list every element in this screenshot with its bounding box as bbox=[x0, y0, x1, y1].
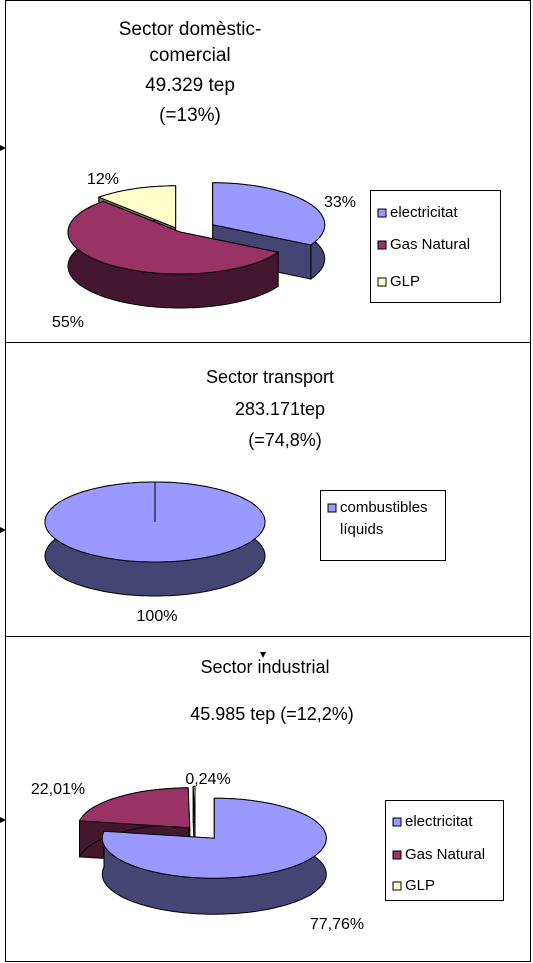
data-label: 12% bbox=[87, 171, 119, 188]
legend-box bbox=[320, 490, 446, 561]
legend-box bbox=[385, 800, 504, 901]
legend-swatch bbox=[377, 240, 387, 250]
legend-entry: Gas Natural bbox=[390, 236, 471, 253]
data-label: 100% bbox=[137, 608, 178, 625]
chart-title: Sector domèstic- bbox=[119, 19, 262, 40]
legend-label: combustibles líquids bbox=[340, 499, 428, 538]
legend-entry: GLP bbox=[390, 273, 421, 290]
legend-swatch bbox=[392, 881, 402, 891]
chart-title: (=74,8%) bbox=[248, 430, 322, 450]
legend-swatch bbox=[392, 817, 402, 827]
pie-slice bbox=[101, 797, 327, 879]
chart-title: Sector industrial bbox=[200, 657, 329, 677]
data-label: 0,24% bbox=[185, 771, 230, 788]
chart-title: comercial bbox=[149, 45, 230, 66]
arrow bbox=[260, 652, 266, 658]
arrow bbox=[0, 817, 6, 823]
data-label: 77,76% bbox=[310, 916, 364, 933]
legend-entry: Gas Natural bbox=[405, 846, 486, 863]
chart-title: (=13%) bbox=[159, 105, 221, 126]
legend-label: electricitat bbox=[390, 204, 458, 221]
legend-swatch bbox=[327, 503, 337, 513]
data-label: 22,01% bbox=[31, 781, 85, 798]
pie-slice bbox=[97, 185, 177, 229]
panel bbox=[5, 636, 531, 962]
chart-title: Sector transport bbox=[206, 367, 334, 387]
chart-title: 283.171tep bbox=[235, 399, 325, 419]
pie-slice bbox=[67, 200, 280, 275]
legend-label: Gas Natural bbox=[405, 846, 486, 863]
legend-entry: combustibles líquids bbox=[340, 499, 428, 538]
legend-entry: GLP bbox=[405, 877, 436, 894]
chart-title: 45.985 tep (=12,2%) bbox=[190, 704, 354, 724]
legend-label: GLP bbox=[405, 877, 436, 894]
data-label: 55% bbox=[52, 314, 84, 331]
arrow bbox=[0, 527, 6, 533]
pie-slice bbox=[212, 182, 326, 246]
legend-swatch bbox=[392, 850, 402, 860]
pie-slice bbox=[192, 785, 196, 827]
legend-swatch bbox=[377, 208, 387, 218]
arrow bbox=[0, 145, 6, 151]
legend-label: Gas Natural bbox=[390, 236, 471, 253]
legend-box bbox=[370, 190, 501, 303]
data-label: 33% bbox=[324, 194, 356, 211]
legend-entry: electricitat bbox=[405, 813, 473, 830]
chart-title: 49.329 tep bbox=[145, 75, 235, 96]
legend-entry: electricitat bbox=[390, 204, 458, 221]
pie-slice bbox=[78, 787, 191, 829]
legend-swatch bbox=[377, 277, 387, 287]
pie-slice bbox=[44, 481, 266, 563]
legend-label: electricitat bbox=[405, 813, 473, 830]
legend-label: GLP bbox=[390, 273, 421, 290]
